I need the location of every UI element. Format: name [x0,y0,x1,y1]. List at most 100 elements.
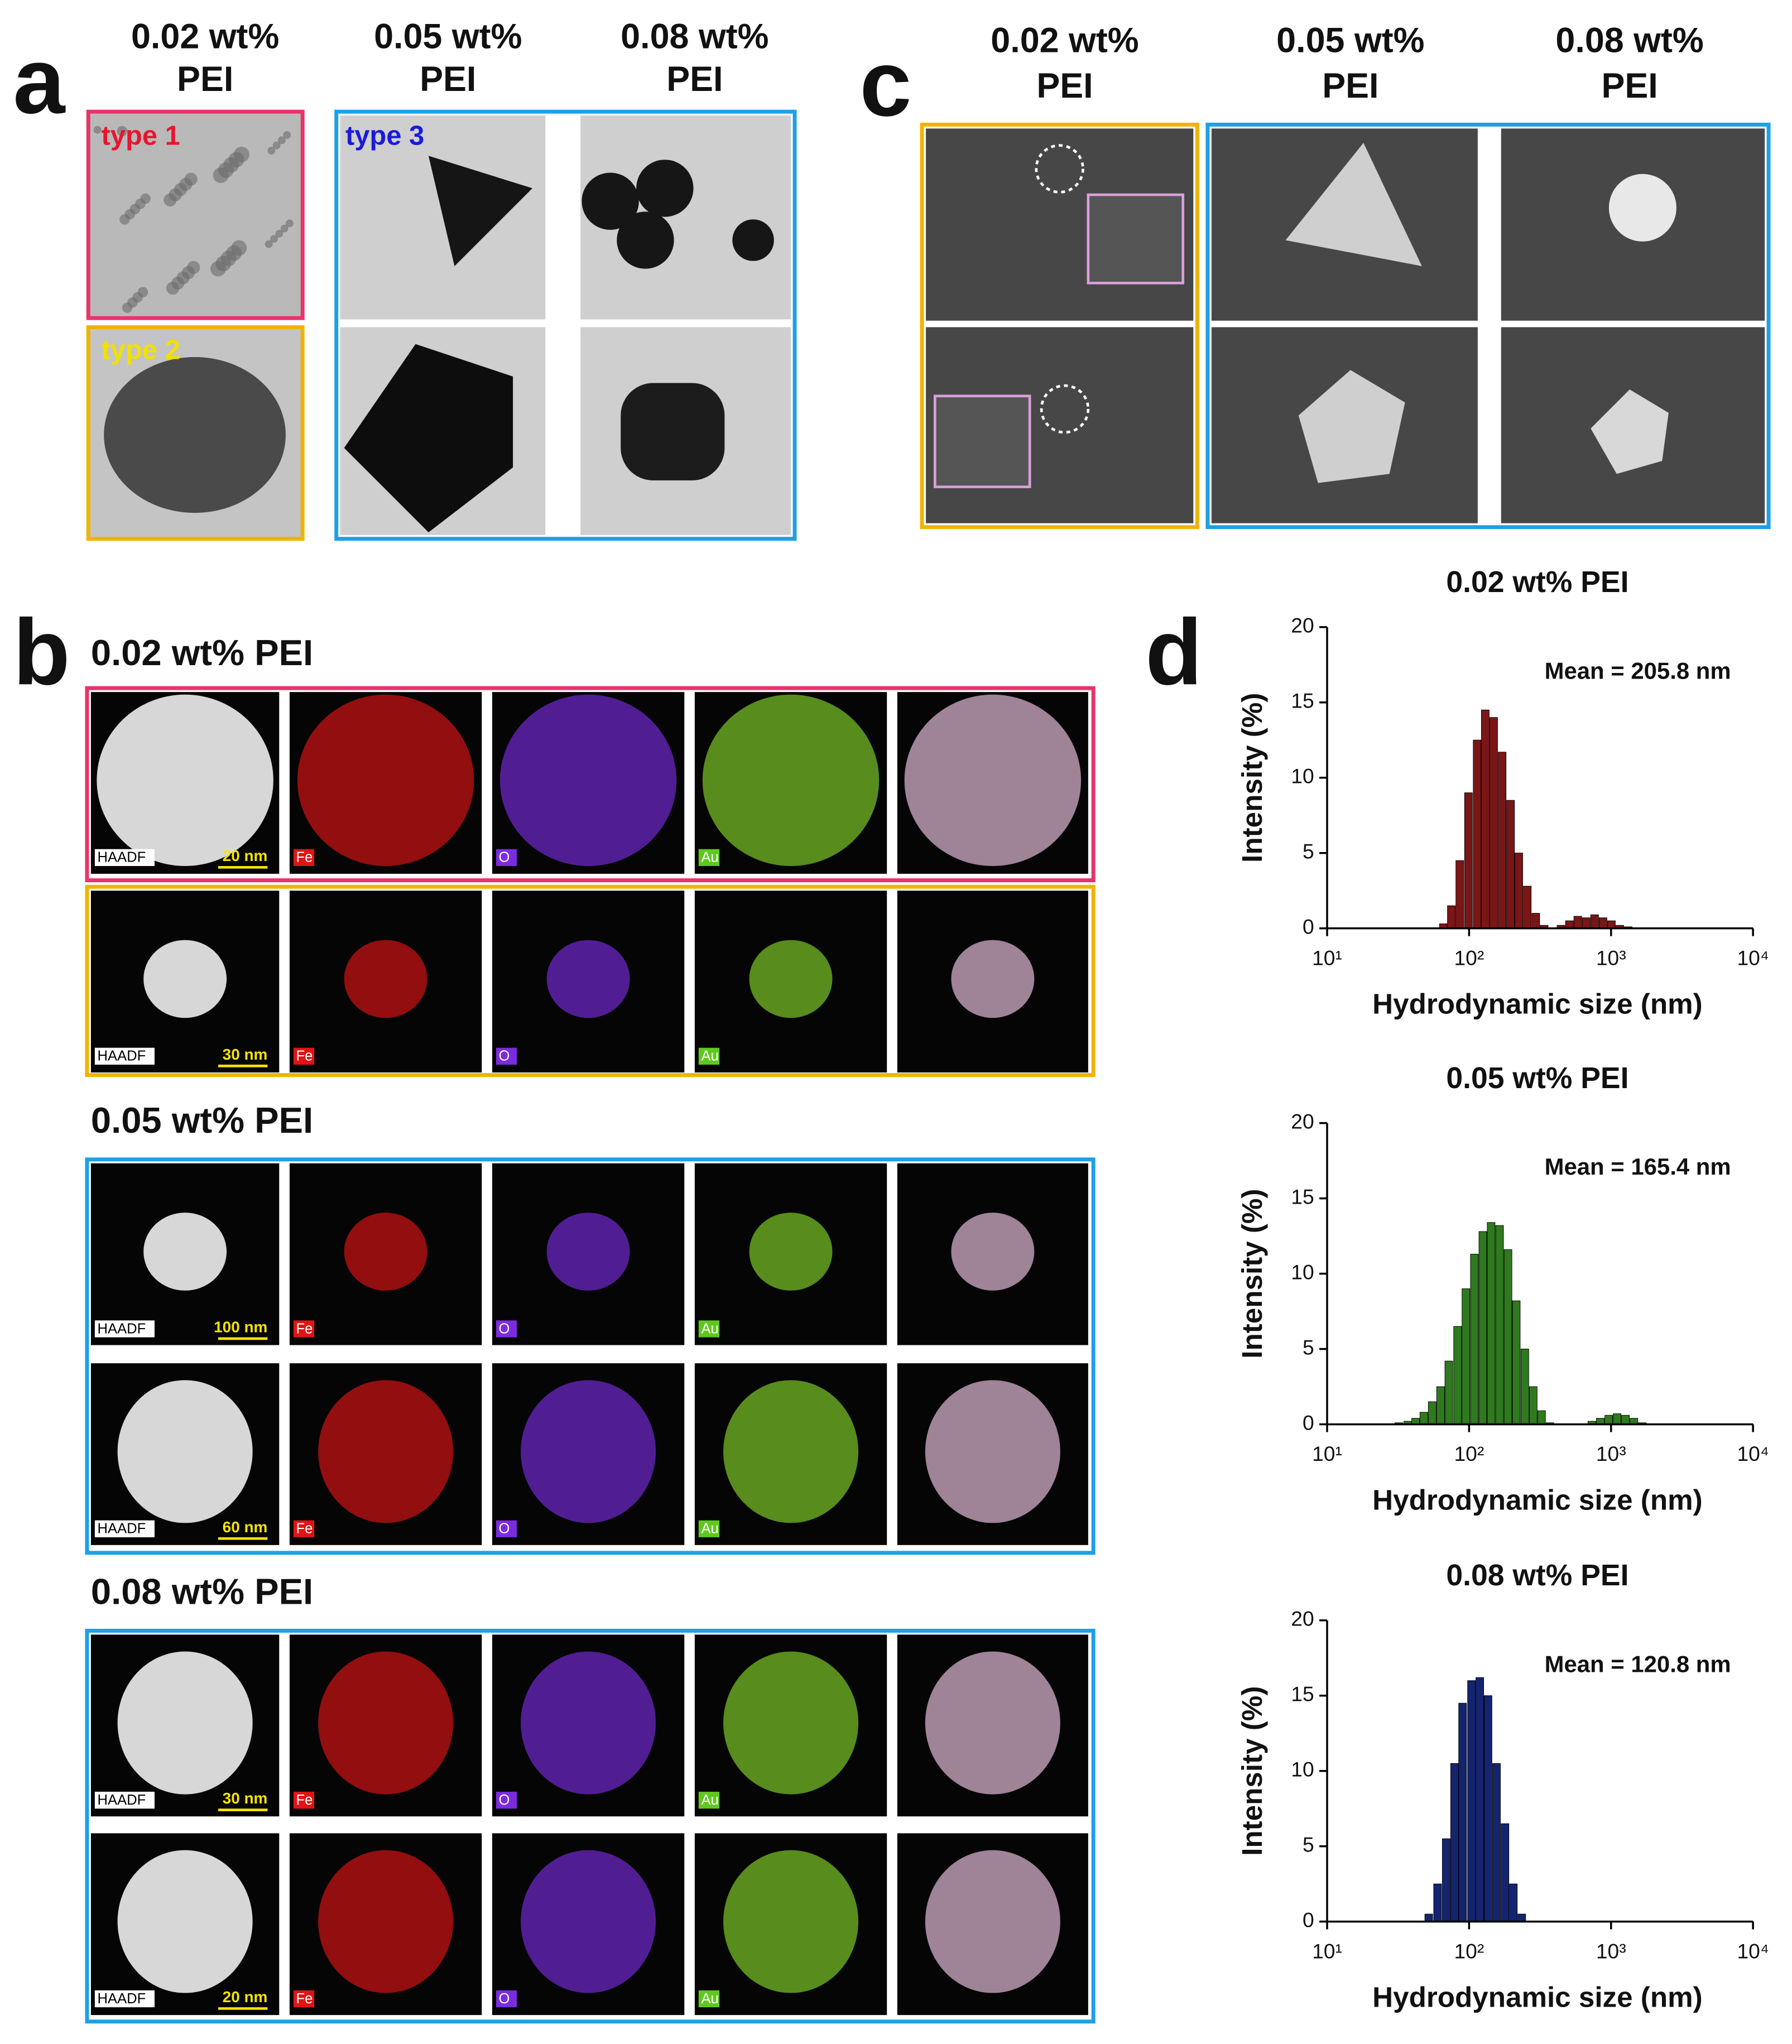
bar [1436,1386,1445,1425]
column-header: PEI [666,60,723,99]
section-title: 0.08 wt% PEI [91,1571,313,1612]
bar [1531,913,1540,929]
chart-title: 0.08 wt% PEI [1446,1559,1628,1592]
channel-label: O [499,850,510,865]
eds-signal [499,694,677,866]
tem-particle [119,214,130,225]
y-tick-label: 0 [1303,1908,1314,1931]
bar [1470,1253,1479,1425]
channel-label: O [499,1321,510,1336]
column-header: PEI [177,60,233,99]
bar [1520,1349,1529,1425]
channel-label: Fe [296,1049,313,1064]
annotation: Mean = 205.8 nm [1545,657,1731,684]
eds-signal [723,1850,859,1993]
y-tick-label: 20 [1291,1607,1314,1631]
channel-label: Au [701,850,718,865]
x-tick-label: 10² [1454,1939,1484,1963]
tem-particle [275,229,284,238]
tem-particle [285,219,294,228]
highlight [1040,384,1090,434]
channel-label: HAADF [98,1792,146,1808]
eds-signal [925,1651,1060,1795]
x-axis-label: Hydrodynamic size (nm) [1372,1484,1702,1516]
channel-badge [496,1990,517,2008]
bar [1464,792,1473,929]
eds-signal [749,940,833,1018]
x-tick-label: 10¹ [1312,946,1342,969]
y-tick-label: 0 [1303,915,1314,938]
x-tick-label: 10² [1454,1442,1484,1465]
channel-badge [496,849,517,866]
tem-particle [621,383,725,480]
eds-signal [925,1380,1060,1523]
y-tick-label: 10 [1291,1260,1314,1283]
x-tick-label: 10¹ [1312,1442,1342,1465]
eds-signal [521,1850,656,1993]
channel-badge [496,1047,517,1065]
channel-badge [698,1791,720,1809]
panel-label: b [13,600,70,704]
bar [1490,717,1498,929]
channel-badge [698,1047,720,1065]
tem-particle [636,160,694,217]
tem-particle [582,172,639,230]
bar [1487,1222,1496,1425]
tem-particle [732,219,774,261]
bar [1509,1883,1518,1922]
channel-badge [94,1047,155,1065]
eds-signal [723,1651,859,1795]
bar [1515,853,1523,929]
tem-particle [272,141,281,150]
bar [1455,860,1464,929]
panel-label: d [1145,600,1202,704]
channel-badge [698,1320,720,1338]
channel-label: Fe [296,850,313,865]
column-header: 0.08 wt% [1555,21,1703,60]
bar [1501,1823,1510,1922]
eds-signal [951,940,1035,1018]
channel-badge [698,1520,720,1537]
y-tick-label: 15 [1291,689,1314,713]
scale-bar-label: 20 nm [223,1988,268,2005]
bar [1613,1413,1622,1425]
scale-bar-label: 20 nm [223,847,268,864]
y-axis-label: Intensity (%) [1236,693,1268,863]
bar [1598,917,1607,929]
channel-badge [698,849,720,866]
column-header: 0.08 wt% [621,17,768,56]
frame [86,109,305,320]
y-tick-label: 5 [1303,840,1314,863]
y-tick-label: 20 [1291,1109,1314,1133]
eds-signal [951,1213,1035,1291]
tem-particle [210,261,226,277]
bar [1512,1300,1521,1425]
bar [1428,1401,1437,1425]
chart-title: 0.05 wt% PEI [1446,1062,1628,1095]
channel-badge [293,849,315,866]
eds-signal [344,1213,427,1291]
x-tick-label: 10³ [1596,946,1626,969]
x-axis-label: Hydrodynamic size (nm) [1372,1982,1702,2013]
sem-particle [1298,370,1405,483]
sem-particle [1285,142,1422,266]
eds-signal [521,1380,656,1523]
bar [1506,800,1515,929]
channel-badge [698,1990,720,2008]
channel-badge [293,1047,315,1065]
x-tick-label: 10⁴ [1737,946,1769,969]
frame [86,325,305,541]
tem-particle [265,240,273,248]
y-tick-label: 10 [1291,1758,1314,1781]
panel-label: a [13,28,66,133]
channel-label: Fe [296,1321,313,1336]
bar [1450,1763,1459,1922]
tem-particle [213,167,229,184]
eds-signal [344,940,427,1018]
eds-signal [117,1651,253,1795]
eds-signal [297,694,474,866]
bar [1462,1288,1471,1425]
channel-badge [496,1791,517,1809]
eds-signal [749,1213,833,1291]
